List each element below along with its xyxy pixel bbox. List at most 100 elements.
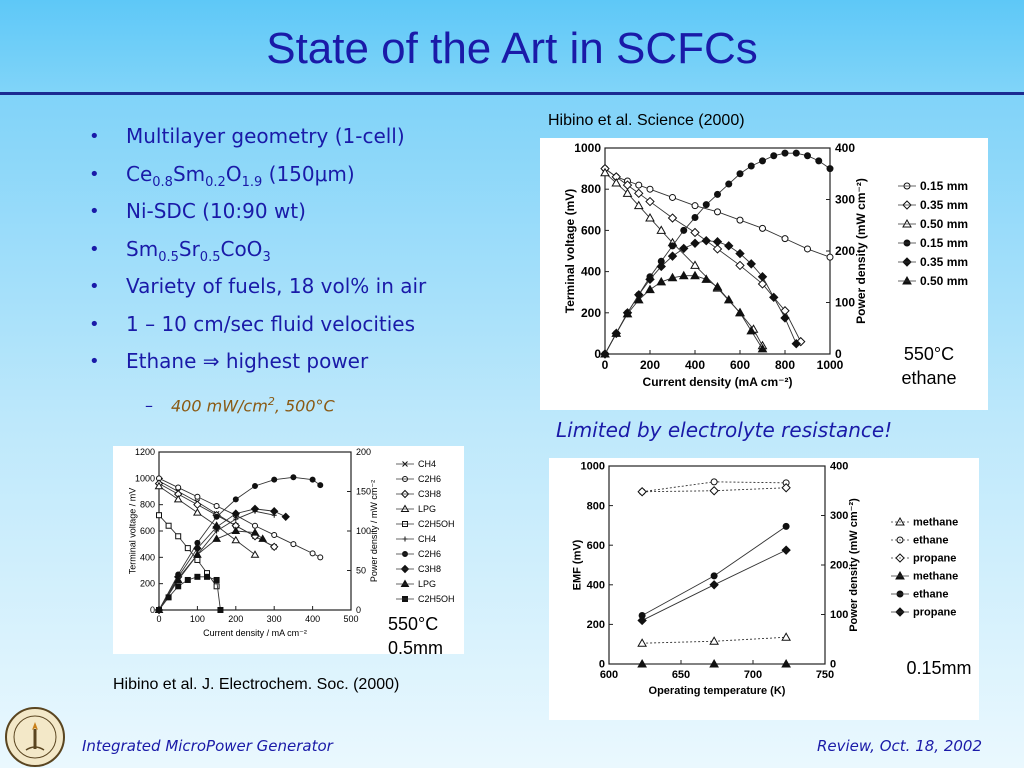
chart-right: 600 650 700 7500200400600800100001002003004…	[571, 461, 958, 697]
x-tick-label: 700	[744, 669, 762, 681]
y-axis-label: EMF (mV)	[571, 539, 583, 590]
y-tick-label: 400	[587, 579, 605, 591]
data-point	[781, 235, 789, 243]
data-point	[184, 576, 191, 583]
data-point	[759, 157, 766, 165]
x-axis-label: Current density / mA cm⁻²	[203, 628, 307, 638]
data-point	[232, 496, 239, 503]
caption-top: Hibino et al. Science (2000)	[548, 112, 745, 129]
legend-label: C3H8	[418, 564, 441, 574]
chart-left: 0 100 200 300 400 500020040060080010001200050…	[128, 447, 455, 638]
bullet-text-part: Sr	[178, 236, 200, 261]
legend-label: propane	[913, 553, 956, 565]
data-point	[709, 580, 719, 590]
data-point	[723, 294, 734, 304]
data-point	[759, 224, 766, 232]
caption-bottom: Hibino et al. J. Electrochem. Soc. (2000…	[113, 676, 400, 693]
bullet-text-part: 3	[262, 249, 271, 265]
bullet-item: • Sm0.5Sr0.5CoO3	[86, 231, 426, 269]
data-point	[710, 572, 718, 580]
data-point	[231, 535, 241, 544]
data-point	[269, 542, 279, 552]
data-point	[746, 325, 757, 335]
data-point	[635, 181, 643, 189]
legend-label: LPG	[418, 579, 436, 589]
y2-tick-label: 0	[830, 659, 836, 671]
data-point	[622, 308, 633, 318]
data-point	[735, 248, 745, 259]
data-point	[680, 226, 688, 234]
data-point	[667, 251, 678, 261]
y2-tick-label: 400	[835, 141, 855, 155]
data-point	[213, 583, 220, 590]
data-point	[317, 482, 324, 489]
x-tick-label: 1000	[817, 358, 844, 372]
data-point	[193, 508, 202, 516]
y-tick-label: 200	[581, 306, 601, 320]
data-point	[250, 504, 260, 514]
x-tick-label: 400	[305, 614, 320, 624]
data-point	[173, 494, 183, 503]
data-point	[679, 243, 689, 254]
y2-tick-label: 200	[830, 560, 848, 572]
data-point	[710, 478, 718, 486]
data-point	[645, 196, 655, 207]
data-point	[782, 522, 790, 530]
data-point	[271, 476, 278, 483]
data-point	[317, 554, 324, 561]
legend-marker	[902, 275, 912, 285]
y-tick-label: 800	[581, 182, 601, 196]
note-top: 550°C ethane	[884, 342, 974, 390]
data-point	[173, 575, 183, 583]
y2-tick-label: 300	[830, 510, 848, 522]
limited-text: Limited by electrolyte resistance!	[556, 418, 893, 442]
data-point	[724, 241, 734, 251]
data-point	[735, 260, 745, 271]
data-point	[656, 225, 667, 234]
data-point	[290, 541, 297, 548]
data-point	[757, 272, 768, 282]
series-line	[604, 172, 763, 346]
note-left-thickness: 0.5mm	[388, 638, 444, 658]
data-point	[611, 328, 622, 337]
data-point	[217, 607, 224, 613]
y-tick-label: 1000	[581, 461, 605, 473]
y-tick-label: 400	[581, 265, 601, 279]
data-point	[175, 583, 182, 590]
data-point	[600, 348, 610, 358]
chart-left-panel: 0 100 200 300 400 500 0 200 400 600 800 1000 1200 0 50…	[113, 446, 464, 654]
legend-marker	[895, 570, 905, 580]
legend-label: C2H5OH	[418, 594, 455, 604]
x-tick-label: 200	[640, 358, 660, 372]
y2-tick-label: 300	[835, 193, 855, 207]
data-point	[667, 272, 678, 282]
data-point	[804, 152, 811, 160]
chart-right-panel: 600 650 700 750 0 200 400 600 800 1000 0 100 200 300 4…	[549, 458, 979, 720]
y2-tick-label: 0	[356, 605, 361, 615]
data-point	[792, 149, 800, 157]
y2-tick-label: 100	[830, 609, 848, 621]
data-point	[281, 512, 290, 521]
y2-axis-label: Power density (mW cm⁻²)	[854, 178, 868, 324]
x-tick-label: 800	[775, 358, 795, 372]
data-point	[690, 238, 700, 248]
data-point	[791, 338, 801, 349]
legend-label: LPG	[418, 504, 436, 514]
legend-label: propane	[913, 607, 956, 619]
legend-label: C3H8	[418, 489, 441, 499]
bullet-dot-icon: •	[89, 313, 100, 335]
data-point	[757, 279, 768, 289]
y2-tick-label: 100	[835, 296, 855, 310]
y-tick-label: 400	[140, 552, 155, 562]
data-point	[709, 658, 719, 668]
data-point	[633, 200, 644, 210]
data-point	[712, 237, 723, 247]
y2-tick-label: 0	[835, 347, 842, 361]
data-point	[611, 178, 622, 187]
series-line	[641, 526, 787, 616]
data-point	[154, 481, 164, 490]
data-point	[194, 573, 201, 580]
data-point	[309, 550, 316, 557]
y2-tick-label: 200	[835, 244, 855, 258]
bullet-text-part: 2	[267, 395, 275, 408]
